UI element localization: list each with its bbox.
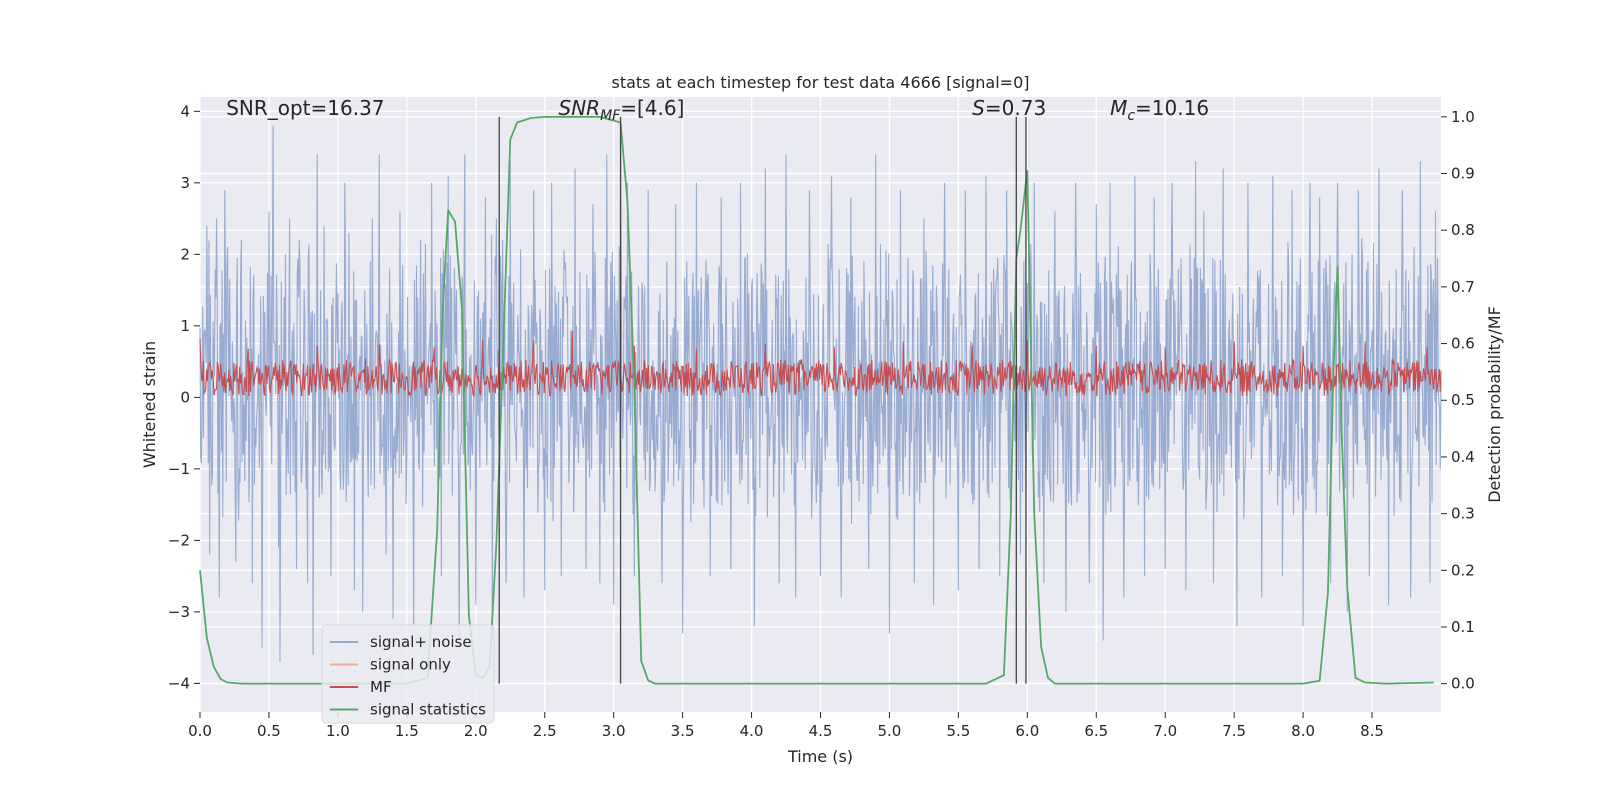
- y-right-tick-label: 0.9: [1451, 165, 1475, 183]
- x-tick-label: 5.5: [946, 722, 970, 740]
- series-layer: [199, 115, 1442, 685]
- y-right-tick-label: 0.6: [1451, 335, 1475, 353]
- y-right-tick-label: 0.7: [1451, 278, 1475, 296]
- x-tick-label: 7.5: [1222, 722, 1246, 740]
- x-tick-label: 3.0: [602, 722, 626, 740]
- annotations: SNR_opt=16.37 SNRMF=[4.6] S=0.73 Mc=10.16: [226, 96, 1209, 124]
- y-left-tick-label: 1: [180, 317, 190, 335]
- annotation-text: SNRMF=[4.6]: [559, 96, 685, 124]
- x-tick-label: 6.0: [1015, 722, 1039, 740]
- series-mf: [199, 330, 1442, 398]
- y-left-tick-label: −2: [168, 531, 190, 549]
- x-tick-label: 3.5: [671, 722, 695, 740]
- y-axis-label-right: Detection probability/MF: [1485, 306, 1504, 503]
- y-left-tick-label: −1: [168, 460, 190, 478]
- x-tick-label: 4.5: [809, 722, 833, 740]
- y-right-tick-label: 0.8: [1451, 221, 1475, 239]
- y-right-tick-label: 0.5: [1451, 391, 1475, 409]
- annotation-text: SNR_opt=16.37: [226, 96, 384, 120]
- y-right-tick-label: 0.4: [1451, 448, 1475, 466]
- y-right-tick-label: 0.3: [1451, 505, 1475, 523]
- x-tick-label: 4.0: [740, 722, 764, 740]
- x-tick-label: 1.5: [395, 722, 419, 740]
- x-tick-label: 8.5: [1360, 722, 1384, 740]
- y-left-tick-label: 0: [180, 388, 190, 406]
- legend-label: signal+ noise: [370, 633, 472, 651]
- x-tick-label: 2.0: [464, 722, 488, 740]
- x-tick-label: 0.5: [257, 722, 281, 740]
- y-left-tick-label: 2: [180, 245, 190, 263]
- legend-label: signal statistics: [370, 701, 486, 719]
- y-right-tick-label: 0.0: [1451, 675, 1475, 693]
- x-tick-label: 0.0: [188, 722, 212, 740]
- x-tick-label: 6.5: [1084, 722, 1108, 740]
- x-tick-label: 1.0: [326, 722, 350, 740]
- x-tick-label: 5.0: [878, 722, 902, 740]
- x-tick-label: 7.0: [1153, 722, 1177, 740]
- series-signal-statistics: [199, 115, 1435, 685]
- y-right-tick-label: 1.0: [1451, 108, 1475, 126]
- y-left-tick-label: −3: [168, 603, 190, 621]
- chart-title: stats at each timestep for test data 466…: [611, 73, 1029, 92]
- x-tick-label: 2.5: [533, 722, 557, 740]
- legend-label: MF: [370, 678, 392, 696]
- annotation-text: Mc=10.16: [1110, 96, 1209, 124]
- y-left-tick-label: 4: [180, 102, 190, 120]
- y-right-tick-label: 0.2: [1451, 561, 1475, 579]
- y-left-tick-label: −4: [168, 674, 190, 692]
- vertical-lines: [498, 116, 1027, 684]
- y-axis-label-left: Whitened strain: [140, 341, 159, 468]
- legend: signal+ noise signal only MF signal statist…: [321, 624, 495, 724]
- x-axis-label: Time (s): [787, 747, 853, 766]
- y-left-tick-label: 3: [180, 174, 190, 192]
- x-tick-label: 8.0: [1291, 722, 1315, 740]
- y-right-tick-label: 0.1: [1451, 618, 1475, 636]
- legend-label: signal only: [370, 656, 451, 674]
- annotation-text: S=0.73: [972, 96, 1046, 120]
- axes: 0.0 0.5 1.0 1.5 2.0 2.5 3.0 3.5 4.0 4.5 5.0 5.5 6.0 6…: [168, 102, 1475, 740]
- legend-box: [321, 624, 495, 724]
